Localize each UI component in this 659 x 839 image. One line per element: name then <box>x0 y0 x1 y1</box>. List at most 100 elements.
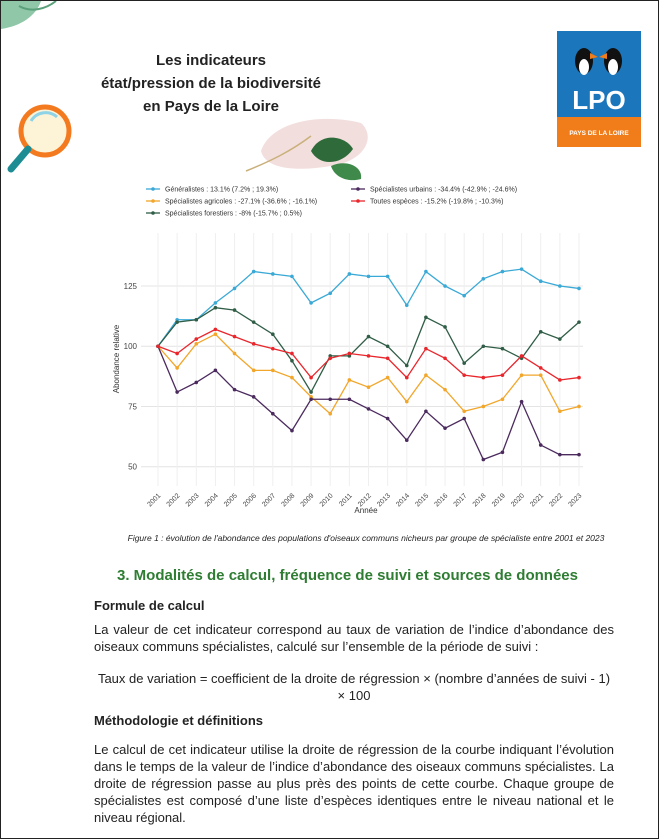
data-point <box>194 381 198 385</box>
data-point <box>252 342 256 346</box>
data-point <box>214 301 218 305</box>
data-point <box>252 395 256 399</box>
x-tick-label: 2010 <box>319 492 335 508</box>
data-point <box>577 453 581 457</box>
data-point <box>367 385 371 389</box>
data-point <box>175 352 179 356</box>
data-point <box>482 458 486 462</box>
x-tick-label: 2002 <box>166 492 182 508</box>
x-tick-label: 2007 <box>261 492 277 508</box>
x-tick-label: 2017 <box>453 492 469 508</box>
data-point <box>482 405 486 409</box>
x-tick-label: 2011 <box>338 492 354 508</box>
data-point <box>577 287 581 291</box>
x-tick-label: 2015 <box>414 492 430 508</box>
data-point <box>367 275 371 279</box>
data-point <box>156 344 160 348</box>
x-tick-label: 2003 <box>185 492 201 508</box>
data-point <box>424 347 428 351</box>
data-point <box>290 352 294 356</box>
subheading: Formule de calcul <box>94 598 205 613</box>
data-point <box>501 450 505 454</box>
data-point <box>328 397 332 401</box>
title-line: état/pression de la biodiversité <box>91 72 331 95</box>
data-point <box>386 376 390 380</box>
data-point <box>577 405 581 409</box>
data-point <box>214 328 218 332</box>
data-point <box>214 369 218 373</box>
legend-label: Toutes espèces : -15.2% (-19.8% ; -10.3%… <box>370 199 503 206</box>
formula: Taux de variation = coefficient de la dr… <box>94 670 614 704</box>
data-point <box>520 400 524 404</box>
logo-bird <box>608 59 618 75</box>
data-point <box>252 270 256 274</box>
data-point <box>539 330 543 334</box>
data-point <box>309 390 313 394</box>
data-point <box>405 303 409 307</box>
data-point <box>462 417 466 421</box>
data-point <box>175 366 179 370</box>
logo-region: PAYS DE LA LOIRE <box>569 130 629 137</box>
decor-blob <box>261 119 368 169</box>
data-point <box>558 410 562 414</box>
data-point <box>424 316 428 320</box>
data-point <box>233 352 237 356</box>
x-tick-label: 2009 <box>300 492 316 508</box>
data-point <box>194 337 198 341</box>
data-point <box>558 337 562 341</box>
data-point <box>386 356 390 360</box>
x-tick-label: 2005 <box>223 492 239 508</box>
data-point <box>367 354 371 358</box>
paragraph: Le calcul de cet indicateur utilise la d… <box>94 741 614 826</box>
data-point <box>348 272 352 276</box>
data-point <box>290 275 294 279</box>
chart: Abondance relative Année 507510012520012… <box>1 181 658 526</box>
data-point <box>271 369 275 373</box>
legend-swatch <box>151 211 155 215</box>
x-tick-label: 2019 <box>491 492 507 508</box>
corner-leaf <box>1 1 41 29</box>
data-point <box>558 378 562 382</box>
data-point <box>252 320 256 324</box>
data-point <box>309 397 313 401</box>
data-point <box>367 335 371 339</box>
data-point <box>539 443 543 447</box>
x-axis-title: Année <box>354 506 378 515</box>
data-point <box>290 429 294 433</box>
data-point <box>577 376 581 380</box>
data-point <box>558 453 562 457</box>
data-point <box>443 426 447 430</box>
data-point <box>482 277 486 281</box>
section-heading: 3. Modalités de calcul, fréquence de sui… <box>117 567 578 584</box>
data-point <box>328 356 332 360</box>
data-point <box>405 438 409 442</box>
data-point <box>443 284 447 288</box>
subheading: Méthodologie et définitions <box>94 713 263 728</box>
legend-swatch <box>356 187 360 191</box>
x-tick-label: 2018 <box>472 492 488 508</box>
logo-text: LPO <box>572 85 625 115</box>
data-point <box>443 356 447 360</box>
legend-label: Spécialistes agricoles : -27.1% (-36.6% … <box>165 199 317 206</box>
data-point <box>328 291 332 295</box>
legend-label: Généralistes : 13.1% (7.2% ; 19.3%) <box>165 187 278 194</box>
data-point <box>462 373 466 377</box>
data-point <box>462 361 466 365</box>
data-point <box>233 287 237 291</box>
data-point <box>539 279 543 283</box>
data-point <box>539 373 543 377</box>
data-point <box>501 397 505 401</box>
data-point <box>214 306 218 310</box>
data-point <box>520 267 524 271</box>
legend-swatch <box>151 187 155 191</box>
data-point <box>405 376 409 380</box>
decor-leaf <box>331 163 361 180</box>
data-point <box>386 417 390 421</box>
data-point <box>290 359 294 363</box>
data-point <box>233 335 237 339</box>
data-point <box>386 275 390 279</box>
paragraph: La valeur de cet indicateur correspond a… <box>94 621 614 655</box>
data-point <box>558 284 562 288</box>
x-tick-label: 2023 <box>567 492 583 508</box>
data-point <box>501 373 505 377</box>
